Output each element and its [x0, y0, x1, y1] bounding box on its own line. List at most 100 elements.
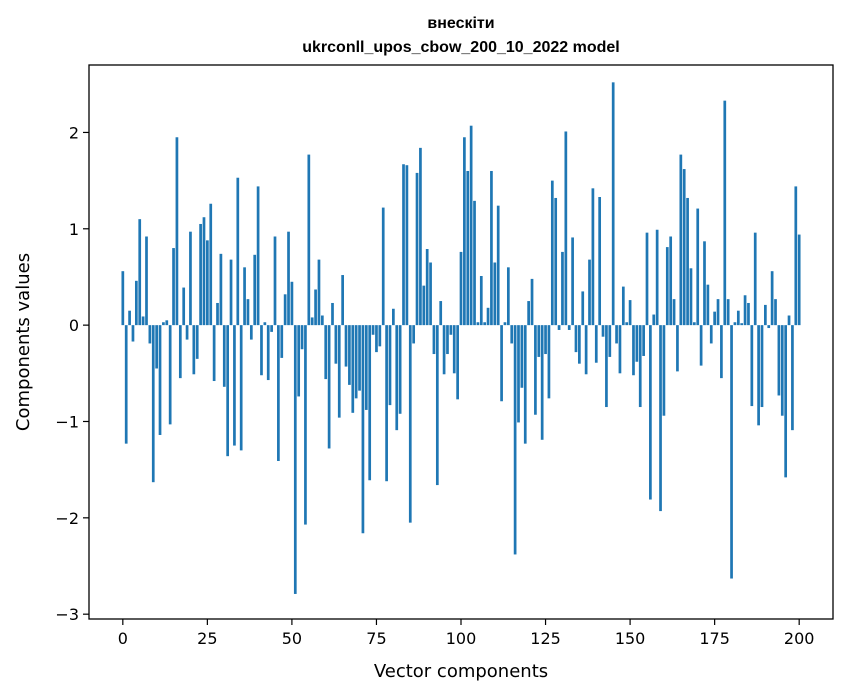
- bar: [331, 302, 334, 326]
- bar: [419, 147, 422, 326]
- bar: [578, 325, 581, 364]
- y-tick-label: 0: [69, 316, 79, 335]
- bar: [689, 268, 693, 326]
- bar: [540, 325, 544, 440]
- bar: [760, 325, 764, 408]
- bar: [148, 325, 152, 344]
- bar: [435, 325, 439, 486]
- bar: [256, 186, 260, 326]
- bar: [307, 154, 311, 326]
- bar: [182, 287, 186, 326]
- bar: [344, 325, 348, 367]
- bar: [473, 200, 476, 326]
- bar: [243, 267, 246, 326]
- bar: [594, 325, 598, 363]
- bar: [300, 325, 304, 350]
- y-tick-label: −1: [55, 412, 79, 431]
- x-tick-label: 100: [446, 629, 477, 648]
- bar: [500, 325, 503, 402]
- bar: [334, 325, 338, 364]
- x-tick-label: 125: [530, 629, 561, 648]
- bar: [446, 325, 449, 355]
- bar: [209, 203, 213, 326]
- bar: [764, 304, 767, 326]
- bar: [645, 232, 649, 326]
- bar: [361, 325, 365, 534]
- bar: [162, 322, 165, 326]
- bar: [567, 325, 571, 330]
- bar: [747, 302, 750, 326]
- bar: [273, 236, 277, 326]
- bar: [270, 325, 273, 332]
- bar: [692, 322, 696, 326]
- bar: [239, 325, 243, 451]
- bar: [229, 259, 233, 326]
- bar: [216, 302, 219, 326]
- bar: [588, 259, 591, 326]
- bar: [767, 325, 771, 329]
- x-tick-label: 50: [282, 629, 302, 648]
- bar: [574, 325, 578, 353]
- x-tick-label: 200: [784, 629, 815, 648]
- bar: [368, 325, 372, 481]
- bar: [774, 299, 777, 326]
- bar: [206, 240, 209, 326]
- bar: [398, 325, 402, 414]
- bar: [124, 325, 128, 444]
- bar: [324, 325, 328, 380]
- bar: [679, 154, 683, 326]
- bar: [554, 197, 558, 326]
- bar: [375, 325, 378, 353]
- bar: [280, 325, 284, 358]
- bar: [456, 325, 459, 400]
- bar: [327, 325, 331, 449]
- bar: [354, 325, 358, 399]
- bar: [581, 291, 585, 326]
- bar: [513, 325, 517, 555]
- bar: [730, 325, 733, 579]
- bar: [189, 231, 192, 326]
- bar: [797, 234, 801, 326]
- bar: [740, 323, 744, 326]
- bar: [226, 325, 230, 457]
- bar: [564, 131, 568, 326]
- bar: [550, 180, 554, 326]
- bar: [642, 325, 645, 356]
- bar: [185, 325, 189, 340]
- bar: [496, 205, 500, 326]
- chart-subtitle: ukrconll_upos_cbow_200_10_2022 model: [302, 39, 619, 56]
- bar: [385, 325, 388, 482]
- bar: [277, 325, 280, 461]
- bar: [314, 289, 317, 326]
- y-tick-label: −2: [55, 509, 79, 528]
- bar: [662, 325, 666, 416]
- bar: [672, 299, 676, 326]
- bar: [341, 275, 344, 326]
- bar: [709, 325, 713, 344]
- x-axis-label: Vector components: [374, 661, 548, 682]
- bar: [392, 308, 395, 326]
- bar: [632, 325, 635, 376]
- bar: [266, 325, 270, 381]
- bar: [165, 320, 169, 326]
- bar: [158, 325, 162, 435]
- bar: [618, 325, 622, 374]
- bar: [304, 325, 307, 525]
- bar: [178, 325, 182, 379]
- bar: [703, 241, 706, 326]
- bar: [463, 137, 466, 326]
- bar: [530, 278, 534, 326]
- bar: [283, 294, 287, 326]
- bar: [544, 325, 547, 355]
- bar: [571, 237, 574, 326]
- bar: [378, 325, 382, 347]
- bar: [608, 325, 612, 357]
- bar: [371, 325, 375, 335]
- bar: [408, 325, 412, 523]
- bar: [246, 299, 250, 326]
- bar: [290, 281, 294, 326]
- bar: [638, 325, 642, 408]
- bar: [605, 325, 608, 408]
- bar: [459, 251, 463, 326]
